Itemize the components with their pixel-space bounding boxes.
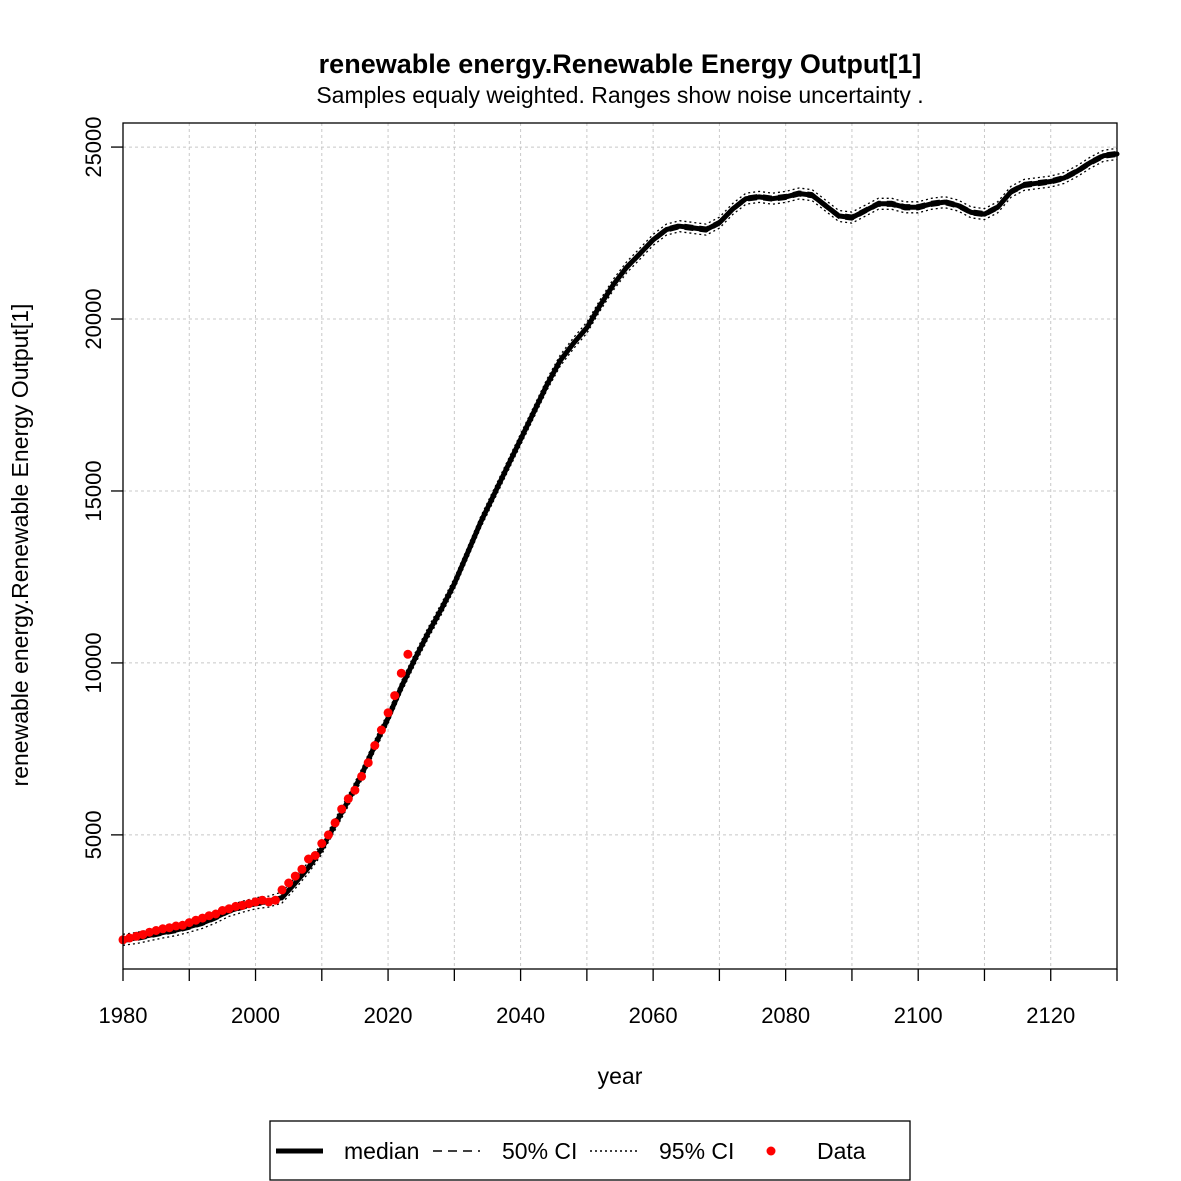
y-tick-label: 20000 bbox=[81, 288, 106, 349]
x-axis: 1980 2000 2020 2040 2060 2080 2100 2120 bbox=[99, 969, 1118, 1028]
data-point bbox=[376, 725, 386, 735]
ci50-upper-line bbox=[122, 150, 1118, 939]
y-axis-label: renewable energy.Renewable Energy Output… bbox=[7, 304, 33, 787]
data-point bbox=[171, 921, 181, 931]
data-point bbox=[396, 668, 406, 678]
x-tick-label: 2120 bbox=[1026, 1003, 1075, 1028]
legend-data-label: Data bbox=[817, 1138, 866, 1164]
x-tick-label: 2000 bbox=[231, 1003, 280, 1028]
legend-50ci-label: 50% CI bbox=[502, 1138, 577, 1164]
legend-median-label: median bbox=[344, 1138, 419, 1164]
ci95-upper-line bbox=[122, 147, 1118, 935]
y-tick-label: 25000 bbox=[81, 116, 106, 177]
data-point bbox=[270, 895, 280, 905]
median-series bbox=[120, 151, 1120, 943]
chart-subtitle: Samples equaly weighted. Ranges show noi… bbox=[316, 82, 923, 108]
data-point bbox=[337, 804, 347, 814]
median-line bbox=[120, 151, 1120, 943]
data-point bbox=[284, 878, 294, 888]
data-point bbox=[231, 901, 241, 911]
ci-band-95 bbox=[122, 147, 1118, 946]
data-point bbox=[330, 818, 340, 828]
data-point bbox=[350, 785, 360, 795]
data-point bbox=[323, 830, 333, 840]
x-tick-label: 2080 bbox=[761, 1003, 810, 1028]
x-tick-label: 1980 bbox=[99, 1003, 148, 1028]
x-tick-label: 2100 bbox=[894, 1003, 943, 1028]
legend-data-swatch bbox=[766, 1146, 776, 1156]
data-point bbox=[297, 864, 307, 874]
data-point bbox=[383, 708, 393, 718]
y-tick-label: 5000 bbox=[81, 810, 106, 859]
data-point bbox=[390, 691, 400, 701]
chart-title: renewable energy.Renewable Energy Output… bbox=[319, 49, 922, 79]
data-point bbox=[290, 871, 300, 881]
data-point bbox=[310, 851, 320, 860]
x-tick-label: 2060 bbox=[629, 1003, 678, 1028]
data-point bbox=[343, 794, 353, 804]
x-axis-label: year bbox=[598, 1063, 643, 1089]
data-point bbox=[277, 885, 287, 895]
x-tick-label: 2020 bbox=[364, 1003, 413, 1028]
data-point bbox=[363, 758, 373, 768]
data-points bbox=[118, 649, 413, 945]
plot-frame bbox=[122, 122, 1118, 970]
data-point bbox=[211, 909, 221, 919]
data-point bbox=[403, 649, 413, 659]
data-point bbox=[357, 771, 367, 781]
y-tick-label: 15000 bbox=[81, 460, 106, 521]
data-point bbox=[317, 839, 327, 848]
legend-95ci-label: 95% CI bbox=[659, 1138, 734, 1164]
data-point bbox=[304, 854, 313, 864]
y-axis: 5000 10000 15000 20000 25000 bbox=[81, 116, 123, 859]
data-point bbox=[370, 741, 380, 750]
grid bbox=[122, 123, 1117, 969]
ci95-lower-line bbox=[122, 158, 1118, 946]
legend: median 50% CI 95% CI Data bbox=[269, 1120, 911, 1181]
y-tick-label: 10000 bbox=[81, 632, 106, 693]
x-tick-label: 2040 bbox=[496, 1003, 545, 1028]
